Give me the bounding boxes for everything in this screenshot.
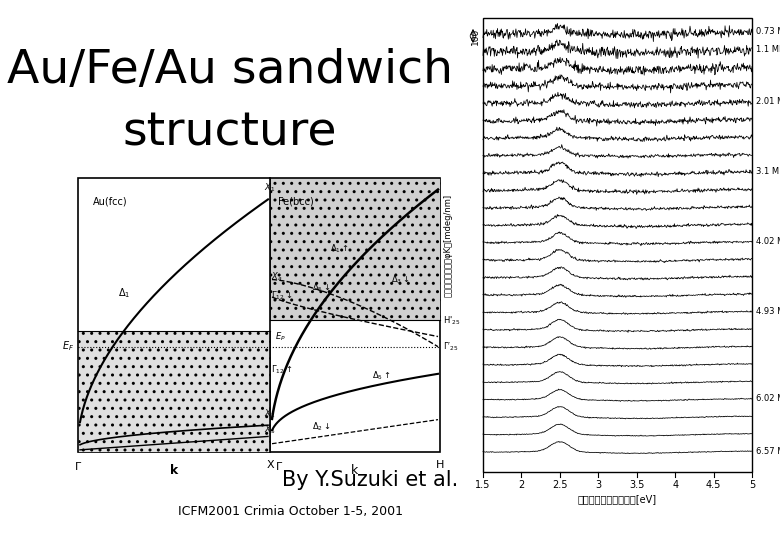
Text: $\Gamma$: $\Gamma$ bbox=[275, 460, 283, 472]
Text: $E_P$: $E_P$ bbox=[275, 330, 285, 342]
Text: H: H bbox=[436, 460, 444, 470]
Text: $E_F$: $E_F$ bbox=[62, 340, 74, 353]
Text: 4: 4 bbox=[672, 480, 678, 490]
Text: 4.93 ML: 4.93 ML bbox=[756, 307, 780, 316]
Text: $\Delta_3\downarrow$: $\Delta_3\downarrow$ bbox=[392, 273, 410, 286]
Text: Au(fcc): Au(fcc) bbox=[93, 196, 128, 206]
Text: H'$_{25}$: H'$_{25}$ bbox=[443, 314, 461, 327]
Text: k: k bbox=[351, 464, 359, 477]
Text: 6.57 ML: 6.57 ML bbox=[756, 447, 780, 456]
Text: 6.02 ML: 6.02 ML bbox=[756, 394, 780, 403]
Text: $\Delta_1$: $\Delta_1$ bbox=[118, 286, 130, 300]
Text: By Y.Suzuki et al.: By Y.Suzuki et al. bbox=[282, 470, 458, 490]
Text: $X_a$: $X_a$ bbox=[271, 271, 282, 283]
Text: 3.1 ML: 3.1 ML bbox=[756, 167, 780, 176]
Text: 4.5: 4.5 bbox=[706, 480, 722, 490]
Text: 2: 2 bbox=[518, 480, 525, 490]
Text: フォトンエネルギー　[eV]: フォトンエネルギー [eV] bbox=[578, 494, 657, 504]
Text: $\Gamma_{12}\downarrow$: $\Gamma_{12}\downarrow$ bbox=[271, 289, 292, 302]
Bar bbox=[270, 178, 440, 320]
Text: Au/Fe/Au sandwich: Au/Fe/Au sandwich bbox=[7, 48, 453, 93]
Text: $\Delta_2\downarrow$: $\Delta_2\downarrow$ bbox=[313, 421, 332, 433]
Text: k: k bbox=[170, 464, 178, 477]
Text: 3.5: 3.5 bbox=[629, 480, 644, 490]
Bar bbox=[78, 332, 270, 452]
Text: 4.02 ML: 4.02 ML bbox=[756, 237, 780, 246]
Text: 100: 100 bbox=[471, 28, 480, 45]
Text: Fe(bcc): Fe(bcc) bbox=[278, 196, 314, 206]
Text: $X_1$: $X_1$ bbox=[264, 407, 275, 420]
Text: $X_1$: $X_1$ bbox=[264, 182, 275, 194]
Bar bbox=[78, 178, 440, 452]
Text: $\Delta_1\uparrow$: $\Delta_1\uparrow$ bbox=[329, 243, 348, 255]
Text: 3: 3 bbox=[595, 480, 601, 490]
Text: $\Gamma_{12}\uparrow$: $\Gamma_{12}\uparrow$ bbox=[271, 363, 292, 376]
Text: $\Delta_5\downarrow$: $\Delta_5\downarrow$ bbox=[313, 281, 332, 294]
Text: 極磁気カー回転角φK　[mdeg/nm]: 極磁気カー回転角φK [mdeg/nm] bbox=[444, 193, 452, 296]
Text: $X_5$: $X_5$ bbox=[264, 424, 275, 436]
Text: 0.73 ML: 0.73 ML bbox=[756, 28, 780, 37]
Text: X: X bbox=[266, 460, 274, 470]
Text: $\Gamma$: $\Gamma$ bbox=[74, 460, 82, 472]
Text: $\Delta_5\uparrow$: $\Delta_5\uparrow$ bbox=[372, 369, 391, 382]
Text: $\Gamma'_{25}$: $\Gamma'_{25}$ bbox=[443, 340, 459, 353]
Text: ICFM2001 Crimia October 1-5, 2001: ICFM2001 Crimia October 1-5, 2001 bbox=[178, 505, 402, 518]
Text: structure: structure bbox=[122, 110, 337, 155]
Text: 1.1 ML: 1.1 ML bbox=[756, 45, 780, 54]
Text: 5: 5 bbox=[749, 480, 755, 490]
Text: 2.5: 2.5 bbox=[552, 480, 568, 490]
Text: 2.01 ML: 2.01 ML bbox=[756, 97, 780, 106]
Bar bbox=[483, 18, 752, 472]
Text: 1.5: 1.5 bbox=[475, 480, 491, 490]
